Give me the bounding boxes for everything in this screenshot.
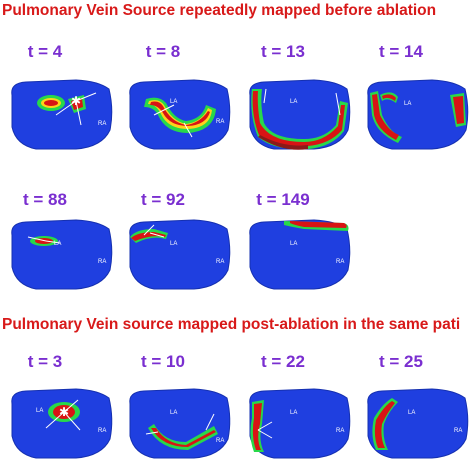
time-label-t3: t = 3	[27, 352, 63, 371]
atrial-map-t22: LA RA	[249, 388, 351, 459]
atrial-map-t92: LA RA	[129, 219, 231, 290]
time-label-t4: t = 4	[27, 42, 63, 61]
ra-label: RA	[336, 259, 344, 265]
la-label: LA	[290, 99, 297, 105]
star-icon: ✱	[71, 94, 81, 108]
ra-label: RA	[216, 438, 224, 444]
ra-label: RA	[98, 428, 106, 434]
la-label: LA	[408, 410, 415, 416]
la-label: LA	[404, 101, 411, 107]
la-label: LA	[290, 410, 297, 416]
time-label-t10: t = 10	[141, 352, 185, 371]
atrial-map-t10: LA RA	[129, 388, 231, 459]
time-label-t149: t = 149	[256, 190, 310, 209]
time-label-t88: t = 88	[23, 190, 67, 209]
la-label: LA	[54, 241, 61, 247]
ra-label: RA	[98, 121, 106, 127]
time-label-t13: t = 13	[261, 42, 305, 61]
pre-ablation-heading: Pulmonary Vein Source repeatedly mapped …	[2, 2, 437, 19]
atrial-map-t149: LA RA	[249, 219, 351, 290]
time-label-t8: t = 8	[145, 42, 181, 61]
la-label: LA	[36, 408, 43, 414]
atrial-map-t14: LA	[367, 79, 469, 150]
ra-label: RA	[98, 259, 106, 265]
la-label: LA	[170, 410, 177, 416]
time-label-t92: t = 92	[141, 190, 185, 209]
atrial-map-t13: LA	[249, 79, 351, 150]
star-icon: ✱	[59, 405, 69, 419]
atrial-map-t25: LA RA	[367, 388, 469, 459]
ra-label: RA	[336, 428, 344, 434]
la-label: LA	[170, 241, 177, 247]
la-label: LA	[290, 241, 297, 247]
time-label-t14: t = 14	[379, 42, 423, 61]
ra-label: RA	[216, 259, 224, 265]
atrial-map-t3: ✱ LA RA	[11, 388, 113, 459]
time-label-t25: t = 25	[379, 352, 423, 371]
la-label: LA	[170, 99, 177, 105]
atrial-map-t8: LA RA	[129, 79, 231, 150]
time-label-t22: t = 22	[261, 352, 305, 371]
atrial-map-t4: ✱ RA	[11, 79, 113, 150]
ra-label: RA	[216, 119, 224, 125]
ra-label: RA	[454, 428, 462, 434]
atrial-map-t88: LA RA	[11, 219, 113, 290]
post-ablation-heading: Pulmonary Vein source mapped post-ablati…	[2, 316, 461, 333]
